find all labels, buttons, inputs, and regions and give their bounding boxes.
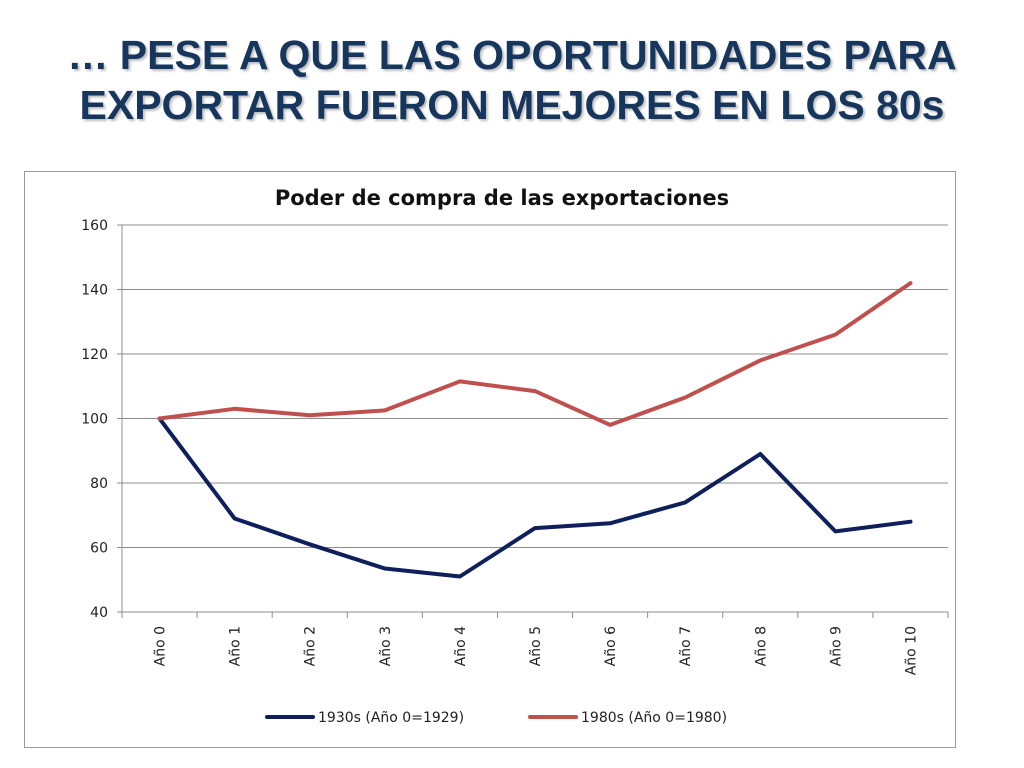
slide-title-line-1: … PESE A QUE LAS OPORTUNIDADES PARA	[67, 32, 957, 78]
x-tick-label: Año 5	[528, 626, 544, 666]
line-chart: Poder de compra de las exportaciones 40 6…	[81, 186, 949, 726]
x-tick-label: Año 10	[903, 626, 919, 675]
x-tick-label: Año 3	[378, 626, 394, 666]
x-tick-label: Año 8	[753, 626, 769, 666]
y-tick-label: 140	[81, 283, 108, 299]
y-tick-label: 80	[90, 476, 108, 492]
slide-title-line-2: EXPORTAR FUERON MEJORES EN LOS 80s	[79, 82, 945, 128]
series-line-1	[157, 416, 913, 579]
gridlines	[117, 224, 948, 613]
x-tick-label: Año 1	[228, 626, 244, 666]
x-tick-label: Año 0	[153, 626, 169, 666]
chart-title: Poder de compra de las exportaciones	[275, 186, 729, 210]
x-tick-label: Año 9	[828, 626, 844, 666]
y-tick-label: 100	[81, 412, 108, 428]
axes: 40 60 80 100 120 140 160 Año 0 Año 1 Año 2 Año 3 Añ…	[81, 218, 949, 675]
x-tick-label: Año 4	[453, 626, 469, 666]
y-tick-label: 60	[90, 541, 108, 557]
x-tick-label: Año 7	[678, 626, 694, 666]
slide-title: … PESE A QUE LAS OPORTUNIDADES PARA EXPO…	[0, 30, 1024, 130]
series-lines	[157, 281, 913, 579]
x-tick-label: Año 6	[603, 626, 619, 666]
y-tick-label: 40	[90, 605, 108, 621]
y-tick-label: 120	[81, 347, 108, 363]
legend-label-2: 1980s (Año 0=1980)	[581, 710, 727, 726]
y-tick-label: 160	[81, 218, 108, 234]
legend: 1930s (Año 0=1929) 1980s (Año 0=1980)	[265, 710, 727, 726]
legend-label-1: 1930s (Año 0=1929)	[318, 710, 464, 726]
x-tick-label: Año 2	[303, 626, 319, 666]
chart-frame: Poder de compra de las exportaciones 40 6…	[24, 171, 956, 748]
